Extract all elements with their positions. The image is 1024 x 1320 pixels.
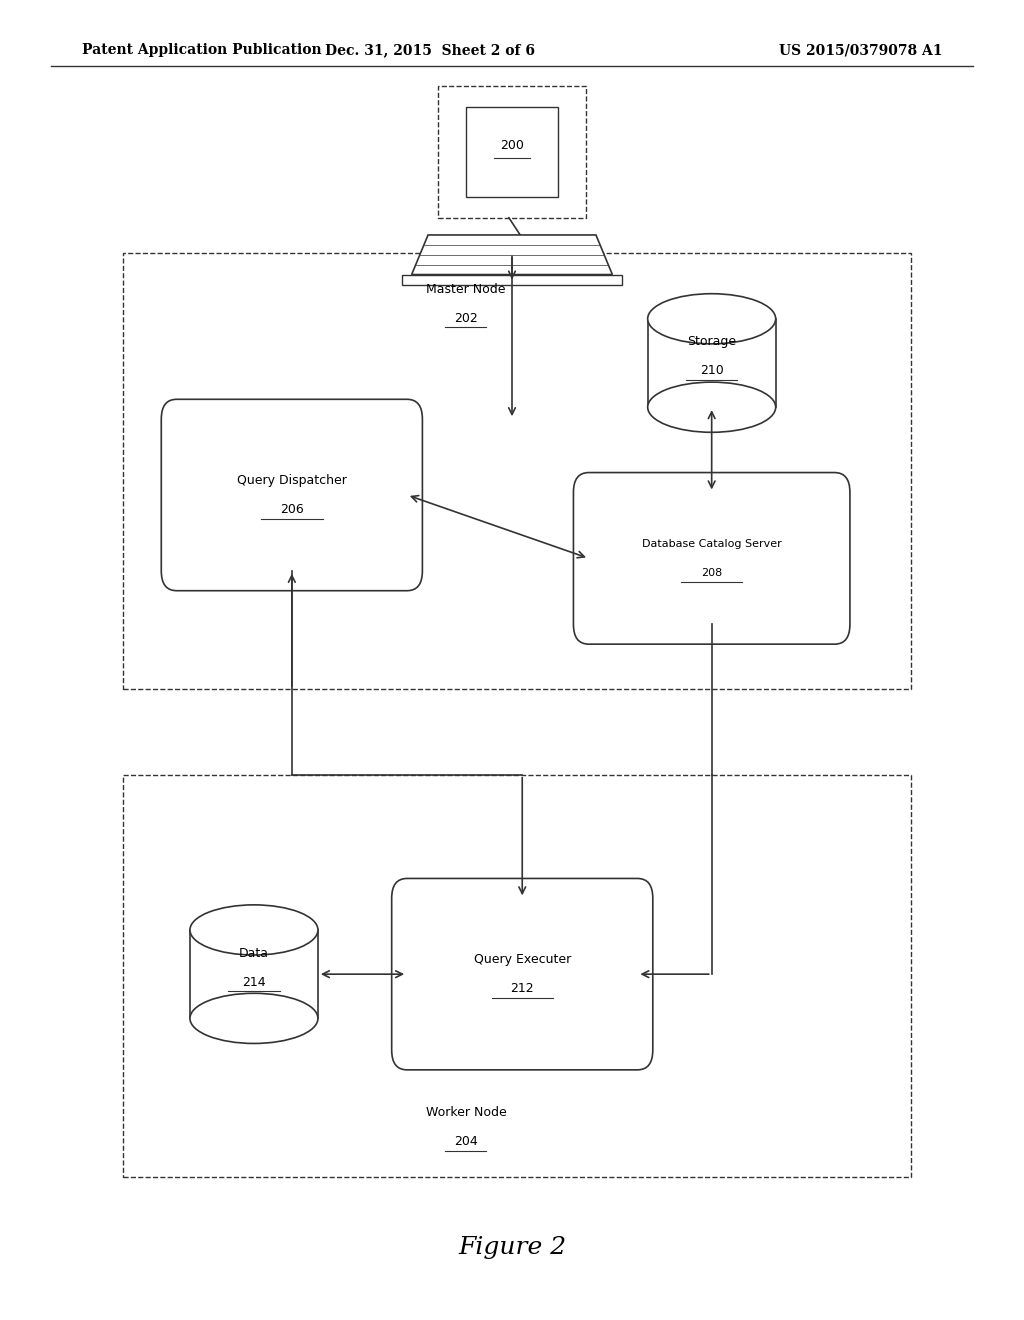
Text: Worker Node: Worker Node (426, 1106, 506, 1119)
Text: US 2015/0379078 A1: US 2015/0379078 A1 (778, 44, 942, 57)
Text: 210: 210 (699, 364, 724, 378)
Text: 212: 212 (510, 982, 535, 995)
Text: Master Node: Master Node (426, 282, 506, 296)
Text: 200: 200 (500, 139, 524, 152)
Text: 208: 208 (701, 568, 722, 578)
Text: 206: 206 (280, 503, 304, 516)
Ellipse shape (190, 906, 317, 956)
Text: Data: Data (239, 946, 269, 960)
Bar (647, 319, 776, 407)
Text: 204: 204 (454, 1135, 478, 1148)
Bar (190, 929, 317, 1019)
Bar (123, 253, 911, 689)
Polygon shape (412, 235, 612, 275)
FancyBboxPatch shape (573, 473, 850, 644)
Ellipse shape (190, 993, 317, 1043)
Text: 214: 214 (242, 975, 266, 989)
Ellipse shape (647, 383, 776, 433)
FancyBboxPatch shape (161, 399, 422, 591)
Text: Dec. 31, 2015  Sheet 2 of 6: Dec. 31, 2015 Sheet 2 of 6 (325, 44, 536, 57)
Text: Query Executer: Query Executer (474, 953, 570, 966)
Text: Patent Application Publication: Patent Application Publication (82, 44, 322, 57)
FancyBboxPatch shape (391, 879, 653, 1069)
Text: Figure 2: Figure 2 (458, 1236, 566, 1259)
Bar (123, 775, 911, 1177)
Text: Storage: Storage (687, 335, 736, 348)
Bar (401, 275, 623, 285)
Text: Query Dispatcher: Query Dispatcher (237, 474, 347, 487)
Bar (466, 107, 558, 197)
Bar (438, 86, 586, 218)
Text: Database Catalog Server: Database Catalog Server (642, 539, 781, 549)
Ellipse shape (647, 294, 776, 345)
Text: 202: 202 (454, 312, 478, 325)
